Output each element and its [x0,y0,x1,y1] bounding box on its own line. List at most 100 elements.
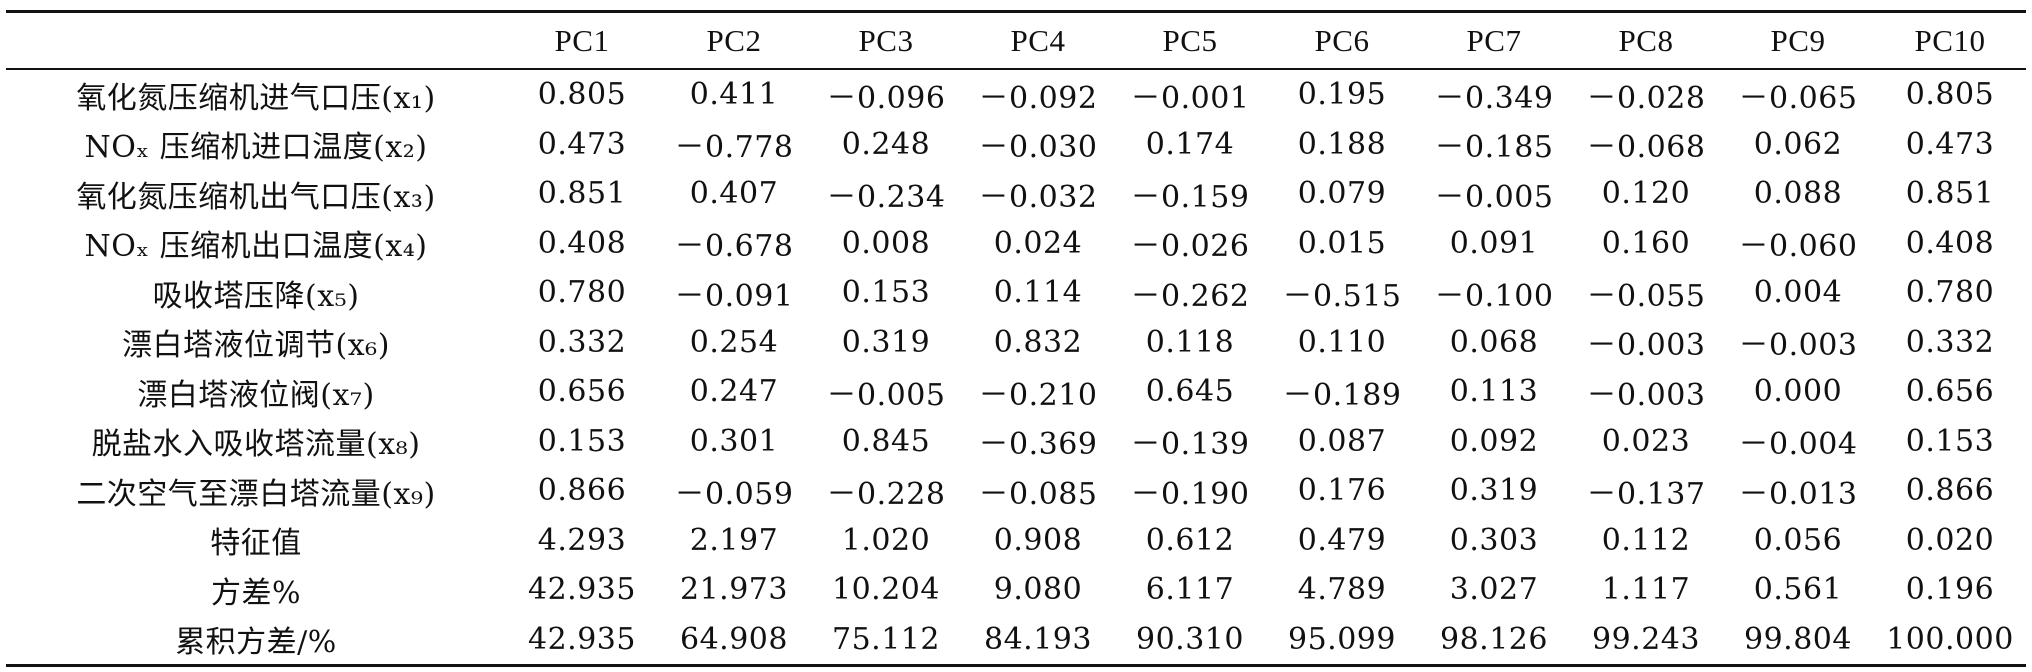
table-cell-pc1: 0.332 [537,324,627,360]
table-cell-pc8: －0.055 [1586,278,1706,314]
table-cell-pc9: －0.060 [1738,229,1858,265]
table-cell-pc2: －0.059 [674,476,794,512]
table-cell-pc4: －0.085 [978,476,1098,512]
table-cell-pc9: 0.056 [1753,522,1843,558]
table-cell-pc10: 0.866 [1905,473,1995,509]
header-cell-pc8: PC8 [1618,22,1674,58]
table-cell-pc6: 0.176 [1297,473,1387,509]
table-cell-pc4: 9.080 [993,572,1083,608]
table-cell-pc4: 84.193 [984,621,1092,657]
row-label: 氧化氮压缩机出气口压(x₃) [76,179,436,215]
table-row: 方差% 42.935 21.973 10.204 9.080 6.117 4.789 3.02… [6,565,2026,615]
table-cell-pc3: 10.204 [832,572,940,608]
table-cell-pc6: 0.110 [1297,324,1387,360]
table-cell-pc7: －0.349 [1434,80,1554,116]
table-cell-pc5: －0.262 [1130,278,1250,314]
table-cell-pc10: 0.805 [1905,77,1995,113]
table-cell-pc3: 1.020 [841,522,931,558]
table-cell-pc4: －0.210 [978,377,1098,413]
table-cell-pc4: －0.030 [978,130,1098,166]
table-cell-pc2: －0.678 [674,229,794,265]
table-cell-pc6: 0.195 [1297,77,1387,113]
row-label: 特征值 [210,526,302,562]
table-cell-pc2: 0.254 [689,324,779,360]
table-cell-pc3: －0.096 [826,80,946,116]
row-label: 脱盐水入吸收塔流量(x₈) [91,427,421,463]
table-row: 吸收塔压降(x₅) 0.780 －0.091 0.153 0.114 －0.262 －0.5… [6,268,2026,318]
table-cell-pc2: 0.407 [689,176,779,212]
table-cell-pc7: 0.068 [1449,324,1539,360]
table-cell-pc8: 0.023 [1601,423,1691,459]
table-cell-pc7: －0.005 [1434,179,1554,215]
table-row: 漂白塔液位调节(x₆) 0.332 0.254 0.319 0.832 0.118 0.11… [6,318,2026,368]
table-cell-pc8: 0.160 [1601,225,1691,261]
table-cell-pc3: －0.228 [826,476,946,512]
table-cell-pc1: 0.851 [537,176,627,212]
header-row: PC1 PC2 PC3 PC4 PC5 PC6 PC7 PC8 PC9 PC10 [6,11,2026,70]
table-cell-pc4: －0.369 [978,427,1098,463]
table-cell-pc2: 0.247 [689,374,779,410]
header-cell-pc4: PC4 [1010,22,1066,58]
table-cell-pc6: 0.087 [1297,423,1387,459]
table-cell-pc3: 0.008 [841,225,931,261]
table-cell-pc10: 0.473 [1905,126,1995,162]
table-cell-pc9: 0.000 [1753,374,1843,410]
table-row: NOₓ 压缩机出口温度(x₄) 0.408 －0.678 0.008 0.024 －0.0… [6,219,2026,269]
table-cell-pc5: 0.118 [1145,324,1235,360]
table-cell-pc7: 98.126 [1440,621,1548,657]
table-cell-pc2: 64.908 [680,621,788,657]
table-cell-pc3: －0.005 [826,377,946,413]
header-cell-pc1: PC1 [554,22,610,58]
table-cell-pc9: 0.088 [1753,176,1843,212]
table-cell-pc10: 0.153 [1905,423,1995,459]
table-cell-pc2: －0.778 [674,130,794,166]
table-cell-pc5: －0.026 [1130,229,1250,265]
table-cell-pc7: 0.091 [1449,225,1539,261]
table-cell-pc10: 0.656 [1905,374,1995,410]
header-cell-pc7: PC7 [1466,22,1522,58]
table-cell-pc8: －0.003 [1586,377,1706,413]
table-cell-pc5: －0.139 [1130,427,1250,463]
table-cell-pc4: 0.908 [993,522,1083,558]
table-cell-pc1: 0.408 [537,225,627,261]
table-cell-pc9: －0.013 [1738,476,1858,512]
header-cell-blank [6,12,506,70]
table-cell-pc10: 0.780 [1905,275,1995,311]
header-cell-pc2: PC2 [706,22,762,58]
table-cell-pc1: 0.780 [537,275,627,311]
table-cell-pc2: 0.301 [689,423,779,459]
table-cell-pc1: 0.805 [537,77,627,113]
table-cell-pc2: 0.411 [689,77,779,113]
table-cell-pc8: 1.117 [1601,572,1691,608]
table-row: 二次空气至漂白塔流量(x₉) 0.866 －0.059 －0.228 －0.085 －0.… [6,466,2026,516]
row-label: 吸收塔压降(x₅) [152,278,360,314]
header-cell-pc10: PC10 [1914,22,1986,58]
row-label: 漂白塔液位阀(x₇) [137,377,375,413]
table-cell-pc9: 99.804 [1744,621,1852,657]
table-row: 累积方差/% 42.935 64.908 75.112 84.193 90.310 95.0… [6,615,2026,666]
table-cell-pc10: 0.408 [1905,225,1995,261]
pca-loadings-table: PC1 PC2 PC3 PC4 PC5 PC6 PC7 PC8 PC9 PC10… [6,10,2026,667]
table-cell-pc8: －0.068 [1586,130,1706,166]
table-cell-pc6: 0.015 [1297,225,1387,261]
header-cell-pc6: PC6 [1314,22,1370,58]
header-cell-pc9: PC9 [1770,22,1826,58]
table-row: 氧化氮压缩机进气口压(x₁) 0.805 0.411 －0.096 －0.092 －0.0… [6,69,2026,120]
table-cell-pc9: 0.004 [1753,275,1843,311]
table-cell-pc6: －0.189 [1282,377,1402,413]
table-cell-pc10: 0.020 [1905,522,1995,558]
table-cell-pc2: 2.197 [689,522,779,558]
table-row: 氧化氮压缩机出气口压(x₃) 0.851 0.407 －0.234 －0.032 －0.1… [6,169,2026,219]
table-cell-pc6: －0.515 [1282,278,1402,314]
table-cell-pc5: －0.159 [1130,179,1250,215]
table-cell-pc5: 90.310 [1136,621,1244,657]
table-cell-pc6: 95.099 [1288,621,1396,657]
table-body: 氧化氮压缩机进气口压(x₁) 0.805 0.411 －0.096 －0.092 －0.0… [6,69,2026,666]
table-cell-pc9: －0.004 [1738,427,1858,463]
table-header: PC1 PC2 PC3 PC4 PC5 PC6 PC7 PC8 PC9 PC10 [6,11,2026,70]
table-row: 脱盐水入吸收塔流量(x₈) 0.153 0.301 0.845 －0.369 －0.139… [6,417,2026,467]
table-cell-pc3: －0.234 [826,179,946,215]
table-cell-pc1: 4.293 [537,522,627,558]
table-cell-pc1: 42.935 [528,621,636,657]
